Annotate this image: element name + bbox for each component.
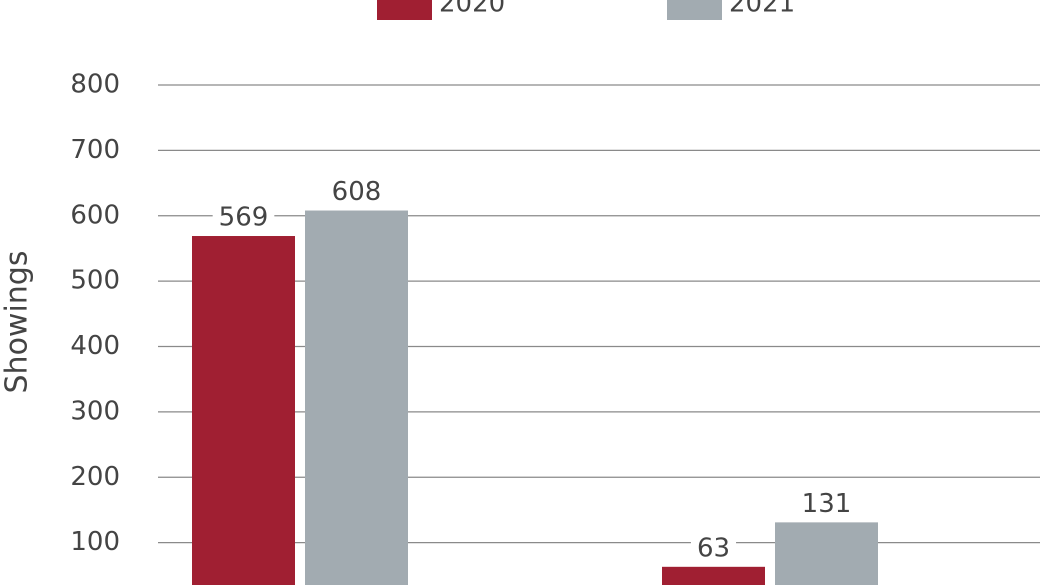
legend-swatch: [667, 0, 722, 20]
value-label-bg: [690, 533, 737, 564]
y-tick-label: 300: [70, 396, 120, 426]
y-tick-label: 600: [70, 200, 120, 230]
bar: [662, 566, 765, 585]
legend-swatch: [377, 0, 432, 20]
y-tick-label: 400: [70, 331, 120, 361]
value-label: 131: [802, 489, 852, 519]
legend-label: 2021: [729, 0, 795, 19]
legend-label: 2020: [439, 0, 505, 19]
bar: [192, 236, 295, 585]
y-axis-label: Showings: [0, 251, 35, 394]
value-label: 63: [697, 533, 730, 563]
value-label-bg: [795, 488, 858, 519]
bar: [305, 210, 408, 585]
y-tick-label: 100: [70, 527, 120, 557]
value-label: 569: [219, 203, 269, 233]
bar: [775, 522, 878, 585]
y-tick-label: 500: [70, 266, 120, 296]
y-tick-label: 800: [70, 70, 120, 100]
value-label-bg: [212, 202, 275, 233]
value-label: 608: [332, 177, 382, 207]
y-tick-label: 700: [70, 135, 120, 165]
value-label-bg: [325, 177, 388, 208]
y-tick-label: 200: [70, 462, 120, 492]
